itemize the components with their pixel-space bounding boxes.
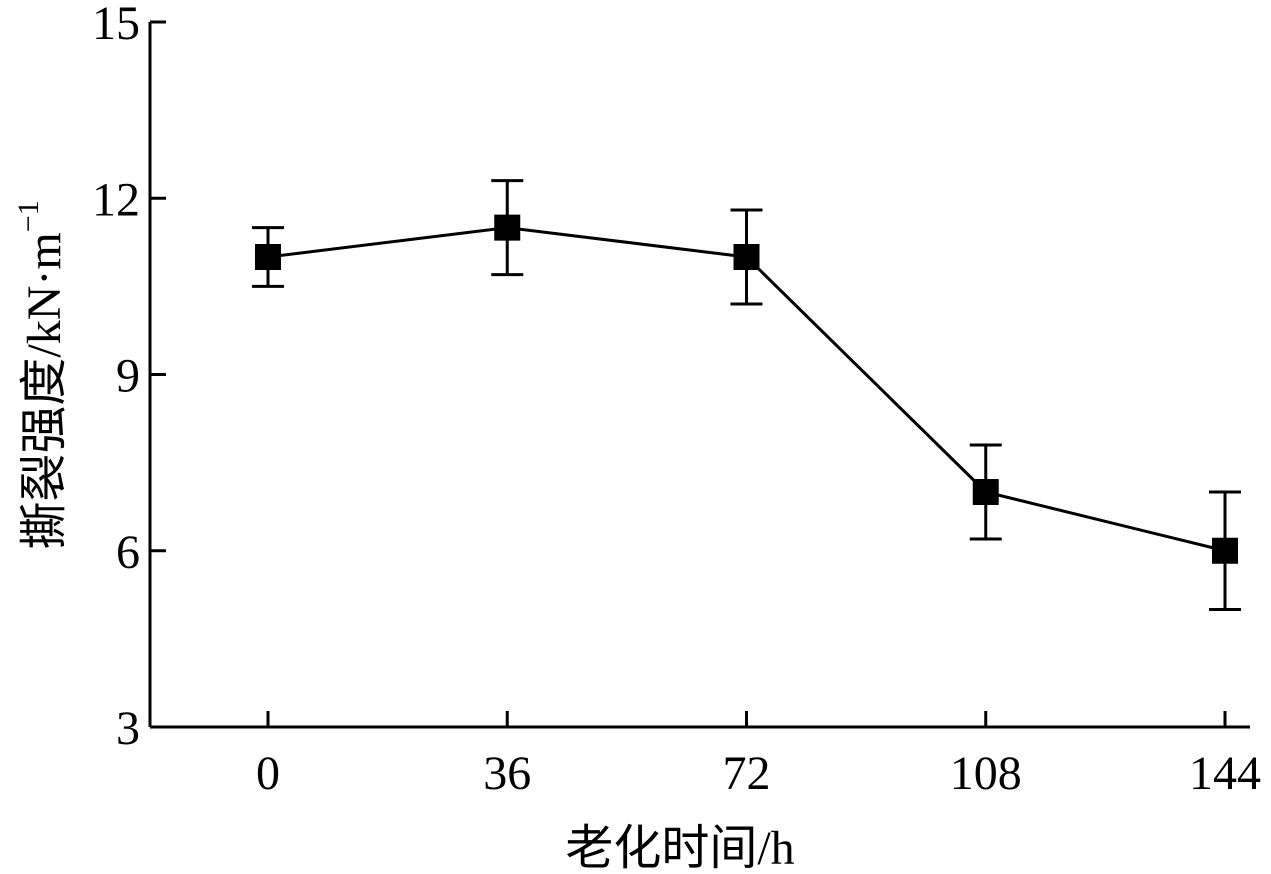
data-point-marker — [255, 244, 281, 270]
data-point-marker — [733, 244, 760, 270]
data-point-marker — [494, 214, 521, 241]
y-axis-label-group: 撕裂强度/kN·m−1 — [12, 200, 71, 549]
svg-text:撕裂强度/kN·m−1: 撕裂强度/kN·m−1 — [12, 200, 71, 549]
axes — [148, 22, 1250, 729]
x-tick-label: 0 — [256, 747, 280, 800]
y-axis-label-exponent: −1 — [12, 200, 45, 232]
x-tick-label: 72 — [723, 747, 771, 800]
y-tick-label: 12 — [92, 173, 140, 226]
y-tick-label: 15 — [92, 0, 140, 50]
y-axis-label: 撕裂强度/kN·m — [18, 232, 71, 549]
y-tick-label: 3 — [116, 702, 140, 755]
x-tick-label: 36 — [483, 747, 531, 800]
x-tick-label: 144 — [1189, 747, 1261, 800]
x-axis-ticks: 0 36 72 108 144 — [256, 711, 1261, 800]
x-axis-label: 老化时间/h — [565, 822, 794, 874]
data-point-marker — [972, 479, 999, 505]
y-tick-label: 9 — [116, 350, 140, 403]
y-axis-ticks: 3 6 9 12 15 — [92, 0, 166, 755]
data-point-marker — [1212, 537, 1238, 564]
x-tick-label: 108 — [950, 747, 1022, 800]
series — [252, 179, 1241, 611]
y-tick-label: 6 — [116, 526, 140, 579]
